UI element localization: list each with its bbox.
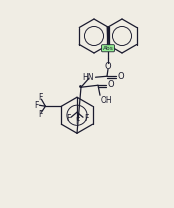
Text: F: F [84, 114, 88, 123]
Text: F: F [38, 93, 43, 102]
Text: HN: HN [82, 73, 94, 82]
Text: OH: OH [101, 96, 113, 105]
Text: F: F [75, 117, 79, 126]
Text: Abs: Abs [102, 46, 113, 51]
Text: F: F [34, 101, 39, 110]
Text: F: F [38, 110, 43, 119]
Text: O: O [107, 80, 114, 89]
Text: O: O [105, 62, 111, 71]
Text: O: O [118, 72, 125, 81]
Text: F: F [66, 114, 70, 123]
